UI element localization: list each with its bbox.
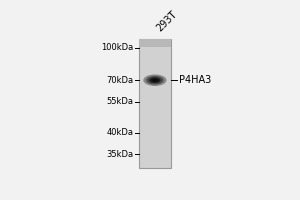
- Bar: [139, 39, 171, 168]
- Ellipse shape: [152, 78, 158, 82]
- Text: 40kDa: 40kDa: [106, 128, 133, 137]
- Ellipse shape: [143, 74, 167, 86]
- Ellipse shape: [149, 77, 161, 83]
- Bar: [139, 39, 171, 47]
- Text: 293T: 293T: [155, 9, 179, 33]
- Text: 100kDa: 100kDa: [101, 43, 133, 52]
- Text: 35kDa: 35kDa: [106, 150, 133, 159]
- Ellipse shape: [146, 76, 164, 85]
- Text: 70kDa: 70kDa: [106, 76, 133, 85]
- Text: 55kDa: 55kDa: [106, 97, 133, 106]
- Text: P4HA3: P4HA3: [179, 75, 211, 85]
